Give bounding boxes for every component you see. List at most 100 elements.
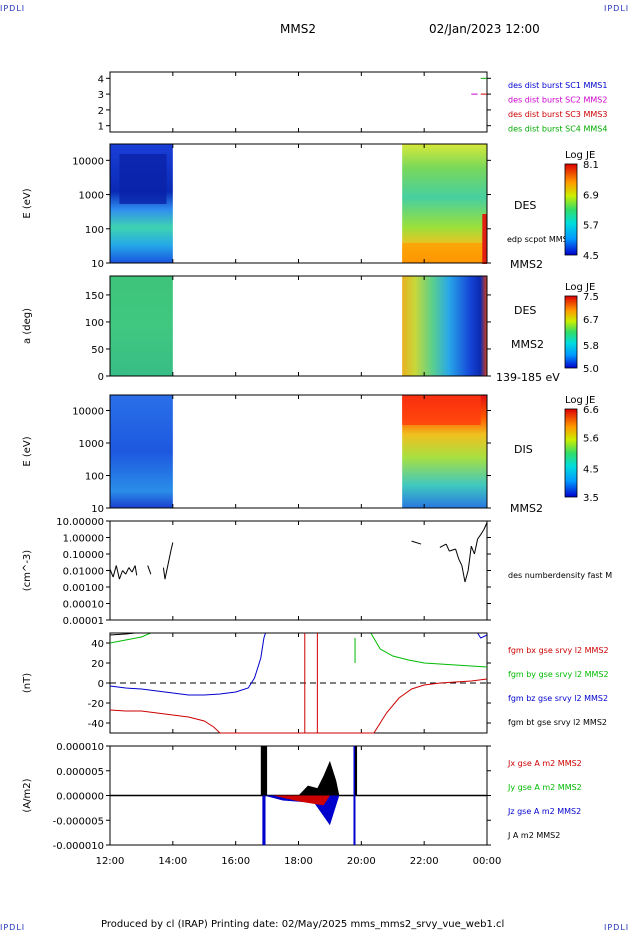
y-tick-label: 1 [98,122,104,133]
y-tick-label: 0 [98,679,104,690]
spectrogram-block [110,395,173,508]
density-mark [134,565,138,576]
y-tick-label: 1000 [79,191,104,202]
y-tick-label: 0.10000 [63,550,104,561]
legend-label: des dist burst SC3 MMS3 [508,110,607,119]
y-tick-label: 0.01000 [63,567,104,578]
legend-label: fgm by gse srvy l2 MMS2 [508,670,609,679]
corner-label-top-left: IPDLI [0,4,26,13]
density-mark [445,543,450,552]
legend-label: des dist burst SC1 MMS1 [508,81,607,90]
x-tick-label: 22:00 [410,856,439,867]
y-tick-label: 1000 [79,439,104,450]
colorbar-tick-label: 7.5 [583,292,599,303]
y-tick-label: 0.00001 [63,616,104,627]
y-tick-label: 100 [85,225,104,236]
x-tick-label: 20:00 [347,856,376,867]
panel-sublabel: MMS2 [511,338,544,351]
y-tick-label: 1.00000 [63,534,104,545]
y-tick-label: 2 [98,106,104,117]
y-axis-label: (nT) [22,673,33,693]
panel-label: DES [514,304,536,317]
colorbar-tick-label: 5.7 [583,221,599,232]
x-tick-label: 00:00 [473,856,502,867]
y-tick-label: 10000 [72,156,104,167]
x-tick-label: 18:00 [284,856,313,867]
panel-frame [109,71,488,133]
current-burst [355,746,358,796]
y-tick-label: 20 [91,659,104,670]
density-mark [470,545,475,555]
panel-label: DIS [514,443,533,456]
spectrogram-patch [402,243,487,263]
y-axis-label: a (deg) [22,308,33,344]
colorbar-tick-label: 4.5 [583,251,599,262]
density-mark [131,565,136,573]
legend-label: fgm bz gse srvy l2 MMS2 [508,694,608,703]
panel-sublabel: edp scpot MMS2 [507,235,573,244]
y-tick-label: -0.000005 [53,816,104,827]
current-burst [298,760,340,796]
density-mark [461,565,466,583]
y-axis-label: (cm^-3) [22,550,33,591]
density-mark [480,529,485,535]
colorbar [564,163,578,256]
colorbar-tick-label: 8.1 [583,160,599,171]
colorbar-tick-label: 6.7 [583,315,599,326]
y-tick-label: 100 [85,318,104,329]
colorbar-tick-label: 6.9 [583,190,599,201]
density-mark [411,540,422,545]
panel-sublabel: MMS2 [510,502,543,515]
density-mark [449,548,456,552]
bfield-series [109,632,488,668]
y-axis-label: E (eV) [22,436,33,466]
bfield-series [109,632,488,696]
panel-sublabel: MMS2 [510,258,543,271]
legend-label: Jz gse A m2 MMS2 [507,807,581,816]
y-axis-label: (A/m2) [22,778,33,812]
panel-sublabel: 139-185 eV [496,371,560,384]
density-mark [128,567,133,573]
corner-label-top-right: IPDLI [604,4,630,13]
current-burst [353,746,356,845]
footer-text: Produced by cl (IRAP) Printing date: 02/… [101,919,505,930]
density-mark [439,543,447,548]
bfield-series [109,678,488,734]
corner-label-bottom-right: IPDLI [604,923,630,932]
y-tick-label: 0.000000 [56,792,104,803]
colorbar-title: Log JE [565,150,595,161]
density-mark [467,546,472,571]
current-burst [273,795,330,806]
y-tick-label: 3 [98,90,104,101]
current-burst [262,795,266,845]
density-mark [473,538,479,555]
colorbar [564,408,578,498]
density-mark [477,534,482,540]
y-tick-label: 10 [91,504,104,515]
colorbar-tick-label: 4.5 [583,465,599,476]
colorbar-tick-label: 5.0 [583,364,599,375]
y-tick-label: 0.00010 [63,600,104,611]
y-tick-label: 10000 [72,407,104,418]
y-tick-label: -20 [88,699,104,710]
density-mark [483,522,488,530]
legend-label: des numberdensity fast M [508,571,612,580]
spectrogram-block [110,276,173,376]
y-tick-label: 0.000005 [56,767,104,778]
legend-label: fgm bx gse srvy l2 MMS2 [508,646,609,655]
colorbar-tick-label: 5.8 [583,341,599,352]
spectrogram-patch [482,214,487,264]
density-mark [464,570,469,583]
y-tick-label: -40 [88,719,104,730]
density-mark [112,565,117,578]
density-mark [125,567,130,575]
legend-label: J A m2 MMS2 [507,831,560,840]
date-title: 02/Jan/2023 12:00 [429,22,540,36]
y-tick-label: 10.00000 [56,517,104,528]
density-mark [455,548,460,560]
colorbar-tick-label: 6.6 [583,405,599,416]
spectrogram-patch [119,154,167,204]
density-mark [147,565,152,575]
current-burst [260,746,268,796]
